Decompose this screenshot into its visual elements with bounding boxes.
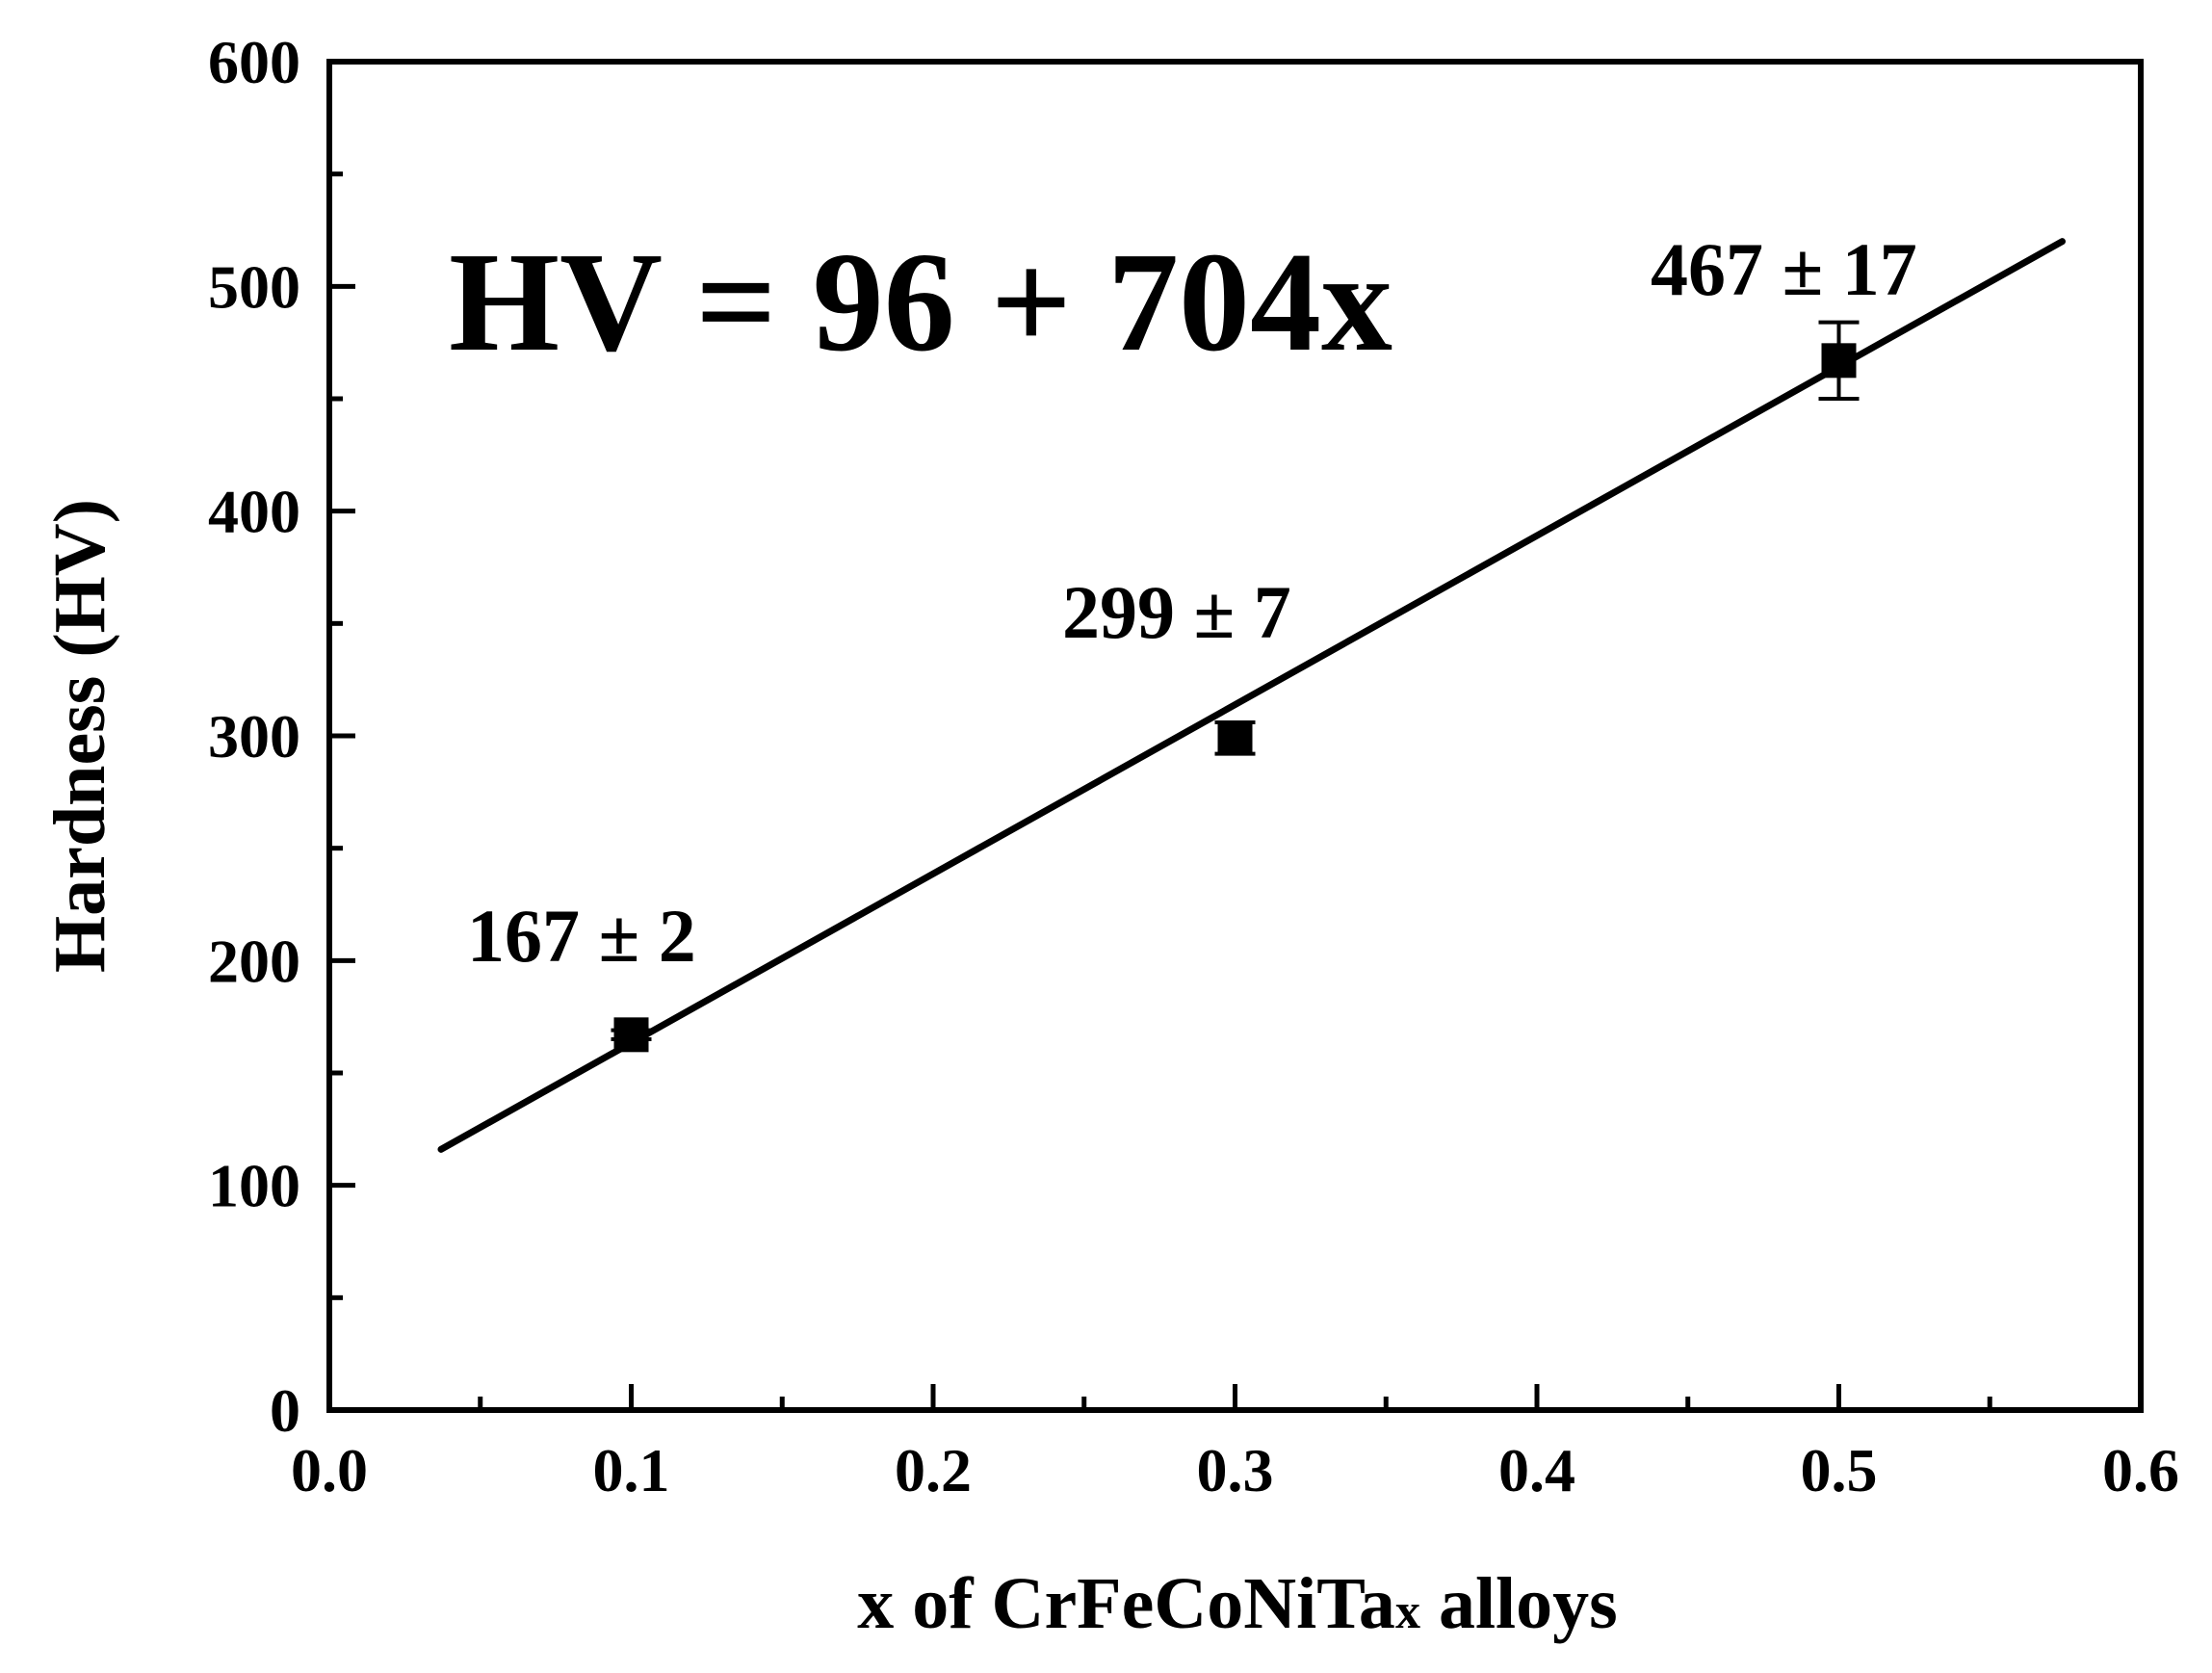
data-point: [1214, 720, 1256, 756]
y-tick-label: 600: [208, 28, 300, 96]
x-axis-title: x of CrFeCoNiTax alloys: [857, 1563, 1618, 1644]
y-tick-label: 0: [270, 1376, 300, 1445]
x-tick-label: 0.2: [895, 1436, 972, 1504]
annotation-x03: 299 ± 7: [1062, 570, 1291, 654]
x-tick-label: 0.1: [593, 1436, 670, 1504]
data-point: [611, 1017, 652, 1053]
y-tick-label: 100: [208, 1152, 300, 1220]
square-marker: [1821, 343, 1857, 379]
y-tick-label: 300: [208, 702, 300, 771]
x-tick-label: 0.0: [291, 1436, 368, 1504]
x-tick-label: 0.3: [1197, 1436, 1274, 1504]
fit-line: [437, 238, 2066, 1153]
plot-frame: [326, 59, 2144, 1413]
axis-tick-labels: 0.0 0.1 0.2 0.3 0.4 0.5 0.6 0 100 200 300 400 500 600: [208, 28, 2179, 1504]
annotation-x05: 467 ± 17: [1651, 227, 1917, 311]
fit-equation: HV = 96 + 704x: [449, 223, 1392, 381]
annotation-x01: 167 ± 2: [467, 894, 696, 978]
y-tick-label: 200: [208, 927, 300, 995]
x-tick-label: 0.4: [1498, 1436, 1575, 1504]
data-point: [1818, 320, 1860, 401]
data-points: [611, 320, 1860, 1053]
x-tick-label: 0.5: [1801, 1436, 1878, 1504]
y-tick-label: 500: [208, 252, 300, 321]
square-marker: [613, 1017, 649, 1053]
y-axis-title: Hardness (HV): [39, 499, 120, 973]
y-tick-label: 400: [208, 478, 300, 546]
square-marker: [1217, 720, 1253, 756]
x-tick-label: 0.6: [2102, 1436, 2179, 1504]
